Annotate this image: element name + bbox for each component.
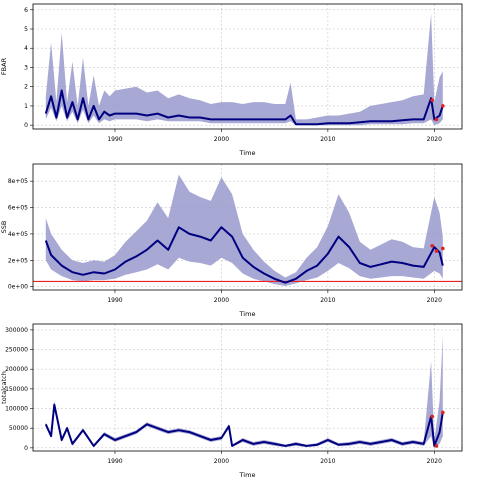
x-tick-label: 2000: [214, 458, 229, 465]
x-tick-label: 2020: [427, 136, 442, 143]
y-axis-label: SSB: [0, 221, 8, 234]
x-axis-label: Time: [239, 471, 256, 479]
plot-frame: [32, 3, 463, 130]
x-tick-label: 1990: [107, 458, 122, 465]
data-point-marker: [430, 98, 434, 102]
y-tick-label: 5: [24, 26, 28, 33]
confidence-band: [45, 13, 443, 126]
confidence-band: [45, 335, 443, 448]
x-tick-label: 2020: [427, 458, 442, 465]
data-point-marker: [441, 410, 445, 415]
y-tick-label: 6e+05: [8, 205, 28, 212]
y-tick-label: 3: [24, 64, 28, 71]
y-tick-label: 0: [24, 445, 28, 452]
x-axis-label: Time: [239, 149, 256, 157]
data-point-marker: [430, 414, 434, 419]
series-line: [44, 89, 444, 126]
x-tick-label: 2020: [427, 297, 442, 304]
y-tick-label: 4e+05: [8, 231, 28, 238]
plot-frame: [32, 163, 463, 291]
panel-totalcatch: 1990 2000 2010 2020 0 50000 100000 150000 200000…: [0, 323, 463, 479]
y-tick-label: 300000: [5, 327, 28, 334]
y-tick-label: 8e+05: [8, 178, 28, 185]
series-line: [44, 403, 444, 447]
confidence-band: [45, 174, 443, 286]
y-axis-label: totalcatch: [0, 371, 8, 404]
x-tick-label: 1990: [107, 297, 122, 304]
x-tick-label: 2010: [320, 136, 335, 143]
y-tick-label: 150000: [5, 386, 28, 393]
plot-frame: [32, 323, 463, 452]
y-tick-label: 0: [24, 122, 28, 129]
panel-fbar: 1990 2000 2010 2020 0 1 2 3 4 5 6 Time FBAR: [0, 3, 463, 157]
x-axis-label: Time: [239, 310, 256, 318]
x-tick-label: 2000: [214, 136, 229, 143]
data-point-marker: [434, 444, 439, 448]
y-tick-label: 2e+05: [8, 257, 28, 264]
y-tick-label: 250000: [5, 347, 28, 354]
x-tick-label: 1990: [107, 136, 122, 143]
y-tick-label: 4: [24, 45, 28, 52]
y-tick-label: 50000: [9, 425, 28, 432]
x-tick-label: 2010: [320, 297, 335, 304]
x-tick-label: 2010: [320, 458, 335, 465]
data-point-marker: [441, 246, 445, 251]
x-tick-label: 2000: [214, 297, 229, 304]
data-point-marker: [434, 117, 439, 122]
panel-ssb: 1990 2000 2010 2020 0e+00 2e+05 4e+05 6e+05 8e+0…: [0, 163, 463, 318]
y-axis-label: FBAR: [0, 57, 8, 75]
y-tick-label: 6: [24, 7, 28, 14]
data-point-marker: [430, 244, 434, 248]
y-tick-label: 200000: [5, 366, 28, 373]
y-tick-label: 0e+00: [8, 284, 28, 291]
data-point-marker: [434, 249, 439, 253]
y-tick-label: 1: [24, 103, 28, 110]
series-line: [44, 226, 444, 284]
y-tick-label: 2: [24, 84, 28, 91]
data-point-marker: [441, 104, 445, 108]
y-tick-label: 100000: [5, 406, 28, 413]
